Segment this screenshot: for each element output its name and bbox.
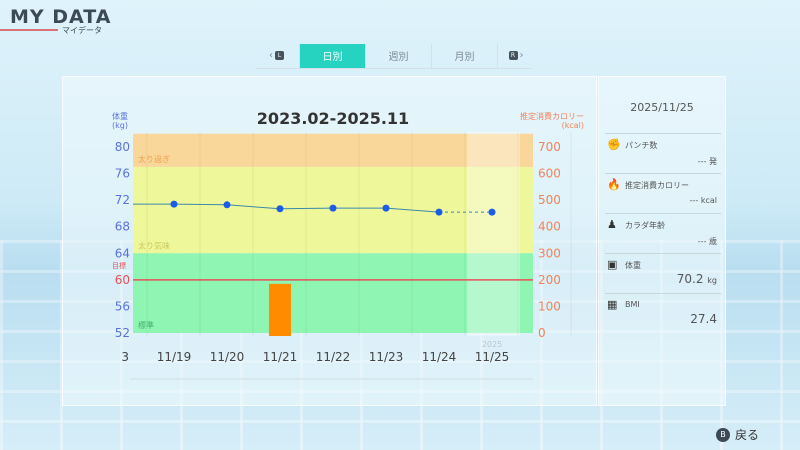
detail-label: パンチ数 [625, 141, 658, 150]
b-button-icon: B [716, 427, 730, 442]
weight-point [382, 204, 390, 212]
detail-panel: 2025/11/25 ✊ パンチ数 --- 発 🔥 推定消費カロリー --- kcal ♟ カ… [598, 76, 726, 406]
value-text: 27.4 [690, 312, 717, 326]
value-text: --- [689, 196, 699, 205]
prev-tab-button[interactable]: ‹ L [256, 43, 300, 68]
left-tick: 60 [115, 273, 130, 287]
x-tick-label: 11/22 [316, 350, 351, 364]
left-tick: 56 [115, 299, 130, 313]
left-axis-label-l1: 体重 [112, 112, 128, 121]
left-tick: 52 [115, 326, 130, 340]
title-underline [0, 29, 58, 31]
unit-text: kcal [700, 196, 717, 205]
target-label: 目標 [112, 261, 126, 270]
body-icon: ♟ [607, 218, 617, 231]
page-title: MY DATA [10, 6, 112, 28]
tab-monthly[interactable]: 月別 [432, 43, 498, 68]
x-tick-label: 11/25 [475, 350, 510, 364]
right-tick: 0 [538, 326, 546, 340]
unit-text: 発 [709, 157, 717, 166]
value-text: --- [697, 237, 707, 246]
right-axis-label-l1: 推定消費カロリー [520, 112, 584, 121]
detail-label: BMI [625, 300, 640, 309]
tab-weekly[interactable]: 週別 [366, 43, 432, 68]
right-tick: 700 [538, 140, 561, 154]
weight-point [488, 208, 496, 216]
zone-0 [133, 133, 533, 167]
weight-point [329, 204, 337, 212]
detail-label: 体重 [625, 261, 641, 270]
back-label: 戻る [735, 428, 760, 442]
left-tick: 64 [115, 246, 130, 260]
right-tick: 500 [538, 193, 561, 207]
value-text: 70.2 [676, 272, 704, 286]
zone-label: 標準 [138, 320, 154, 330]
detail-label: 推定消費カロリー [625, 181, 689, 190]
right-tick: 300 [538, 246, 561, 260]
detail-value: 27.4 [690, 312, 717, 326]
period-tabs: ‹ L 日別 週別 月別 R › [256, 43, 532, 69]
x-tick-label: 11/20 [210, 350, 245, 364]
detail-item-1: 🔥 推定消費カロリー --- kcal [605, 173, 721, 213]
year-label: 2025 [482, 340, 502, 349]
right-tick: 600 [538, 167, 561, 181]
right-tick: 400 [538, 220, 561, 234]
left-axis-label-l2: (kg) [112, 121, 128, 130]
right-tick: 100 [538, 299, 561, 313]
x-tick-label: 11/19 [157, 350, 192, 364]
right-axis-label: 推定消費カロリー (kcal) [512, 112, 584, 130]
detail-value: --- kcal [690, 196, 717, 205]
right-axis-label-l2: (kcal) [561, 121, 584, 130]
value-text: --- [697, 157, 707, 166]
detail-value: --- 発 [698, 156, 717, 167]
flame-icon: 🔥 [607, 178, 621, 191]
weight-point [276, 205, 284, 213]
weight-point [223, 201, 231, 209]
detail-label: カラダ年齢 [625, 221, 665, 230]
detail-date: 2025/11/25 [630, 101, 694, 114]
weight-point [170, 200, 178, 208]
zone-label: 太り気味 [138, 240, 170, 250]
right-tick: 200 [538, 273, 561, 287]
zone-2 [133, 253, 533, 333]
x-tick-label: 11/21 [263, 350, 298, 364]
calorie-bar [269, 283, 291, 336]
weight-point [435, 208, 443, 216]
x-tick-label: 11/23 [369, 350, 404, 364]
detail-item-4: ▦ BMI 27.4 [605, 293, 721, 333]
detail-item-0: ✊ パンチ数 --- 発 [605, 133, 721, 173]
selected-day-highlight [467, 132, 520, 336]
left-tick: 76 [115, 167, 130, 181]
back-button[interactable]: B 戻る [716, 426, 759, 443]
detail-item-2: ♟ カラダ年齢 --- 歳 [605, 213, 721, 253]
scale-icon: ▣ [607, 258, 618, 271]
next-tab-button[interactable]: R › [498, 44, 532, 68]
r-button-icon: R [508, 51, 518, 60]
detail-value: 70.2 kg [677, 272, 717, 286]
left-tick: 80 [115, 140, 130, 154]
page-subtitle: マイデータ [62, 26, 102, 35]
calculator-icon: ▦ [607, 298, 618, 311]
l-button-icon: L [275, 51, 284, 60]
x-tick-label: 11/24 [422, 350, 457, 364]
detail-item-3: ▣ 体重 70.2 kg [605, 253, 721, 293]
unit-text: kg [707, 276, 717, 285]
zone-label: 太り過ぎ [138, 154, 170, 164]
chart-title: 2023.02-2025.11 [256, 109, 410, 128]
punch-icon: ✊ [607, 138, 621, 151]
detail-value: --- 歳 [698, 236, 717, 247]
x-tick-label: 3 [121, 350, 129, 364]
tab-daily[interactable]: 日別 [300, 43, 366, 68]
unit-text: 歳 [709, 237, 717, 246]
left-tick: 68 [115, 220, 130, 234]
left-axis-label: 体重 (kg) [112, 112, 128, 130]
left-tick: 72 [115, 193, 130, 207]
